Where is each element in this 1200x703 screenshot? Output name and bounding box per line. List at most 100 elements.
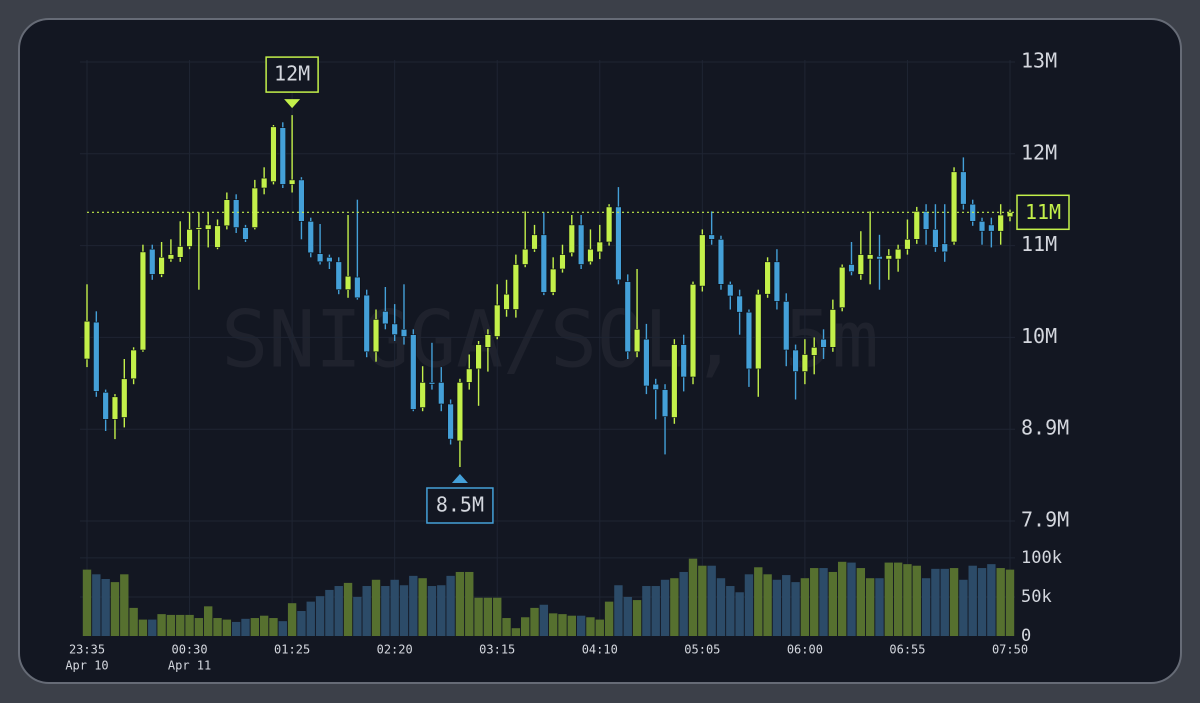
candle-body	[522, 248, 529, 265]
volume-bar	[921, 578, 931, 636]
candle-body	[205, 224, 212, 230]
volume-bar	[623, 596, 632, 636]
volume-tick-label: 0	[1021, 626, 1031, 646]
volume-bar	[185, 614, 194, 636]
candle-body	[288, 179, 296, 185]
candle-body	[83, 320, 91, 360]
volume-bar	[865, 578, 875, 636]
volume-bar	[353, 596, 362, 636]
volume-bar	[828, 571, 838, 636]
candle-body	[764, 261, 771, 295]
candle-body	[717, 239, 725, 285]
candle-body	[307, 221, 314, 254]
volume-bar	[231, 621, 241, 636]
candle-body	[838, 266, 846, 309]
volume-bar	[707, 565, 716, 636]
candle-body	[466, 368, 473, 383]
candle-body	[801, 354, 809, 372]
volume-bar	[875, 578, 884, 636]
candle-body	[559, 254, 566, 270]
volume-bar	[343, 582, 353, 636]
candle-body	[941, 243, 948, 253]
volume-bar	[884, 562, 893, 636]
candle-body	[419, 382, 426, 408]
candle-body	[988, 224, 995, 232]
candle-body	[596, 241, 603, 253]
volume-bar	[483, 597, 493, 636]
candle-body	[335, 261, 342, 290]
volume-bar	[744, 574, 754, 636]
candle-body	[922, 211, 930, 230]
candle-body	[950, 171, 958, 243]
candle-body	[661, 389, 669, 417]
volume-bar	[278, 621, 287, 636]
low-label-box	[426, 487, 494, 524]
volume-bar	[614, 585, 623, 636]
candle-body	[745, 311, 753, 370]
volume-bar	[1005, 569, 1015, 636]
candle-body	[494, 304, 501, 337]
candle-body	[913, 211, 920, 240]
volume-bar	[241, 618, 250, 636]
volume-bar	[390, 579, 399, 636]
volume-bar	[381, 586, 390, 636]
x-tick-label: 06:55	[889, 643, 925, 657]
volume-bar	[315, 596, 325, 636]
volume-bar	[409, 575, 418, 636]
candle-body	[158, 256, 165, 275]
candle-body	[866, 254, 874, 260]
volume-bar	[735, 592, 744, 636]
candle-body	[568, 224, 575, 254]
y-tick-label: 13M	[1021, 49, 1057, 73]
volume-bar	[595, 619, 604, 636]
candle-body	[391, 323, 398, 335]
volume-bar	[530, 607, 539, 636]
low-label: 8.5M	[436, 493, 484, 517]
volume-bar	[427, 586, 437, 636]
volume-bar	[679, 571, 688, 636]
candle-body	[111, 396, 119, 420]
volume-bar	[92, 574, 101, 636]
volume-bar	[800, 578, 810, 636]
candle-body	[298, 179, 305, 222]
x-tick-label: 07:50	[992, 643, 1028, 657]
grid	[80, 60, 1015, 636]
watermark: SNIGGA/SOL, 5m	[221, 295, 878, 385]
volume-bar	[465, 571, 474, 636]
volume-bar	[931, 568, 940, 636]
volume-bar	[996, 568, 1005, 636]
x-date-label: Apr 11	[168, 659, 211, 673]
candle-body	[177, 246, 184, 258]
candle-body	[456, 382, 464, 442]
high-label: 12M	[274, 62, 310, 86]
volume-tick-label: 100k	[1021, 548, 1062, 568]
volume-bar	[455, 571, 465, 636]
candle-body	[344, 275, 352, 291]
high-label-box	[265, 56, 319, 93]
x-tick-label: 05:05	[684, 643, 720, 657]
last-price-box	[1016, 194, 1070, 231]
high-marker	[284, 99, 301, 109]
candle-body	[503, 293, 510, 310]
y-tick-label: 12M	[1021, 140, 1057, 164]
candle-body	[932, 229, 939, 248]
volume-bar	[847, 562, 856, 636]
candle-body	[232, 199, 240, 228]
volume-bar	[194, 618, 204, 636]
volume-bar	[446, 575, 455, 636]
candle-body	[605, 206, 613, 243]
volume-bar	[138, 619, 148, 636]
volume-bar	[418, 578, 427, 636]
volume-bar	[912, 565, 921, 636]
volume-bar	[688, 558, 698, 636]
candle-body	[773, 261, 781, 302]
volume-bar	[493, 597, 502, 636]
candle-body	[326, 256, 333, 263]
volume-bar	[763, 574, 772, 636]
volume-bar	[297, 611, 306, 636]
volume-bar	[213, 618, 222, 636]
volume-bar	[166, 614, 176, 636]
candle-body	[615, 206, 622, 281]
volume-bar	[101, 578, 110, 636]
volume-bar	[399, 585, 409, 636]
